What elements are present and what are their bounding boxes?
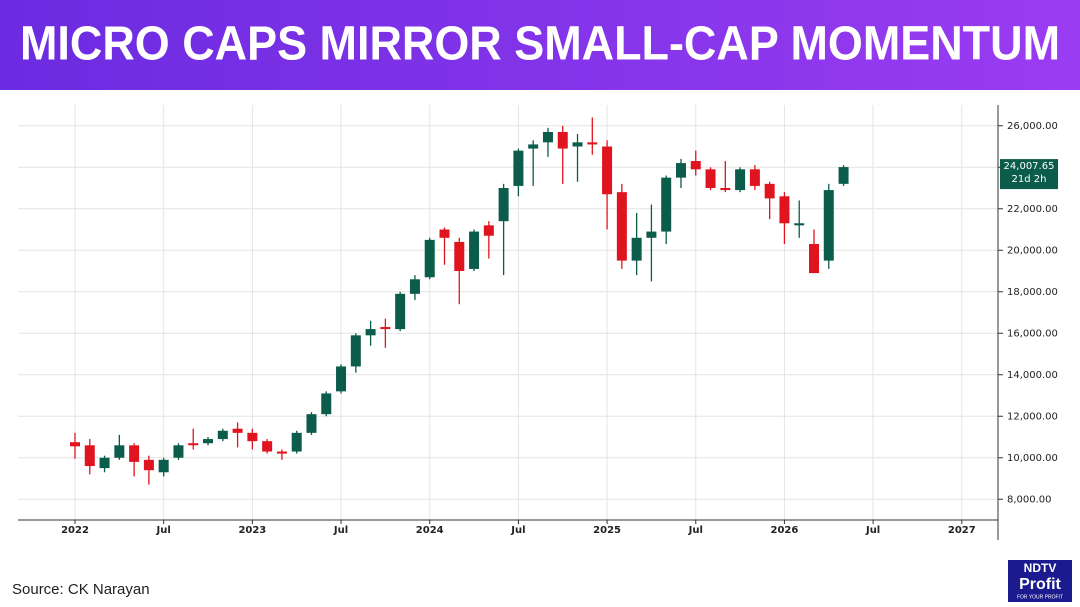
x-tick-label: 2025 [593, 525, 621, 536]
candle-body [705, 169, 716, 188]
candle-body [646, 231, 657, 238]
y-tick-label: 16,000.00 [1007, 328, 1058, 339]
candle-body [291, 432, 302, 452]
y-tick-label: 18,000.00 [1007, 287, 1058, 298]
candle-body [203, 439, 214, 444]
x-tick-label: Jul [865, 525, 880, 536]
candle-body [469, 231, 480, 269]
candle-body [542, 131, 553, 143]
candle-body [247, 432, 258, 442]
x-tick-label: 2026 [771, 525, 799, 536]
candle-body [631, 237, 642, 261]
candle-body [498, 188, 509, 222]
candle-body [188, 443, 199, 446]
y-tick-label: 10,000.00 [1007, 453, 1058, 464]
candle-body [158, 459, 169, 473]
candle-body [690, 161, 701, 170]
candle-body [439, 229, 450, 238]
y-tick-label: 20,000.00 [1007, 245, 1058, 256]
candle-body [143, 459, 154, 471]
candle-body [99, 457, 110, 469]
candle-body [336, 366, 347, 392]
candle-body [779, 196, 790, 224]
candle-body [720, 188, 731, 191]
candle-body [764, 183, 775, 199]
x-tick-label: 2024 [416, 525, 444, 536]
candle-body [217, 430, 228, 440]
candle-body [823, 190, 834, 261]
candle-body [276, 451, 287, 454]
candle-body [70, 442, 80, 447]
x-tick-label: Jul [688, 525, 703, 536]
candle-body [587, 142, 598, 145]
y-tick-label: 22,000.00 [1007, 204, 1058, 215]
last-price-note: 21d 2h [1012, 174, 1047, 185]
candle-body [661, 177, 672, 232]
candle-body [380, 327, 391, 330]
candle-body [794, 223, 805, 226]
candle-body [262, 441, 273, 452]
y-tick-label: 26,000.00 [1007, 121, 1058, 132]
x-tick-label: Jul [333, 525, 348, 536]
candle-body [557, 131, 568, 149]
candle-body [602, 146, 613, 195]
y-tick-label: 12,000.00 [1007, 411, 1058, 422]
candle-body [483, 225, 494, 236]
source: Source: CK Narayan [12, 581, 150, 598]
candle-body [838, 167, 849, 184]
candle-body [513, 150, 524, 186]
x-tick-label: 2023 [238, 525, 266, 536]
logo-tagline: FOR YOUR PROFIT [1017, 594, 1063, 600]
x-tick-label: 2027 [948, 525, 976, 536]
candle-body [129, 445, 140, 462]
candle-body [395, 293, 406, 330]
last-price-label: 24,007.65 [1004, 161, 1055, 172]
candle-body [232, 428, 243, 433]
candle-body [616, 192, 627, 261]
candle-body [454, 241, 465, 271]
logo: NDTV Profit FOR YOUR PROFIT [1008, 560, 1072, 602]
candle-body [173, 445, 184, 458]
candle-body [749, 169, 760, 186]
candle-body [365, 329, 376, 336]
candle-body [809, 244, 819, 274]
x-tick-label: Jul [156, 525, 171, 536]
candle-body [735, 169, 746, 191]
last-price-box [1000, 159, 1058, 190]
logo-bg [1008, 560, 1072, 602]
candle-body [528, 144, 539, 149]
candle-body [350, 335, 361, 367]
y-tick-label: 8,000.00 [1007, 494, 1052, 505]
y-tick-label: 14,000.00 [1007, 370, 1058, 381]
candle-body [409, 279, 420, 294]
logo-main: Profit [1019, 576, 1061, 593]
candle-body [424, 239, 435, 278]
candle-body [306, 414, 317, 433]
candle-body [321, 393, 332, 415]
chart-title: MICRO CAPS MIRROR SMALL-CAP MOMENTUM [20, 18, 1060, 71]
candle-body [675, 163, 686, 178]
candle-body [572, 142, 583, 147]
x-tick-label: Jul [510, 525, 525, 536]
x-tick-label: 2022 [61, 525, 89, 536]
candle-body [114, 445, 125, 458]
logo-top: NDTV [1024, 561, 1057, 575]
header-band [0, 0, 1080, 90]
candle-body [84, 445, 95, 467]
